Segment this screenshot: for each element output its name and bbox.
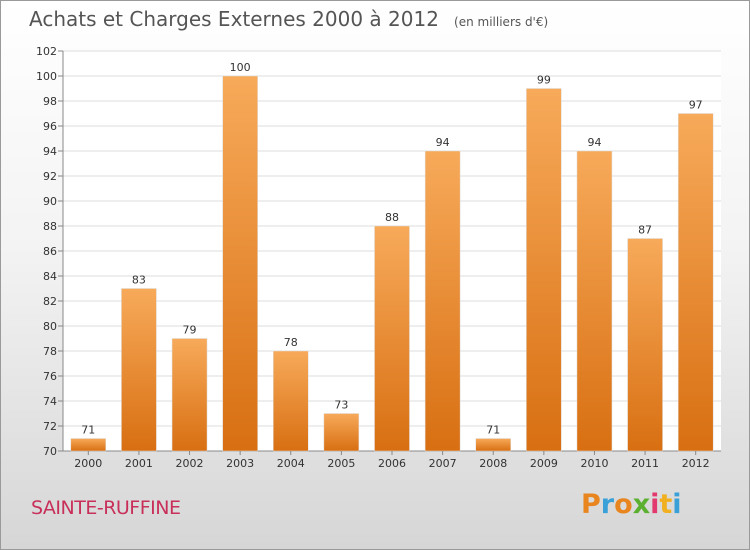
data-label-2001: 83 [132,274,146,287]
y-tick-label: 94 [43,145,57,158]
y-tick-label: 88 [43,220,57,233]
bar-2006 [374,225,410,452]
x-tick-label-2003: 2003 [226,457,254,470]
data-label-2010: 94 [587,136,601,149]
y-tick-label: 76 [43,370,57,383]
bar-2005 [323,413,360,452]
y-tick-label: 84 [43,270,57,283]
data-label-2012: 97 [689,99,703,112]
bar-2012 [677,113,714,452]
logo-letter: i [650,489,660,520]
title-block: Achats et Charges Externes 2000 à 2012 (… [29,7,548,31]
data-label-2005: 73 [334,399,348,412]
unit-note: (en milliers d'€) [454,15,549,29]
data-label-2007: 94 [436,136,450,149]
x-tick-label-2012: 2012 [682,457,710,470]
data-label-2009: 99 [537,74,551,87]
x-tick-label-2000: 2000 [74,457,102,470]
x-tick-label-2008: 2008 [479,457,507,470]
y-tick-label: 78 [43,345,57,358]
bar-2009 [526,88,562,452]
bar-2004 [273,350,309,452]
logo-letter: t [659,489,673,520]
data-label-2003: 100 [230,61,251,74]
bar-2010 [576,150,613,452]
y-tick-label: 80 [43,320,57,333]
x-tick-label-2007: 2007 [429,457,457,470]
logo-letter: r [600,489,615,520]
y-tick-label: 82 [43,295,57,308]
y-tick-label: 70 [43,445,57,458]
y-tick-label: 100 [36,70,57,83]
data-label-2008: 71 [486,424,500,437]
bar-2011 [627,238,663,452]
bar-2001 [121,288,157,452]
x-tick-label-2004: 2004 [277,457,305,470]
data-label-2000: 71 [81,424,95,437]
bar-2008 [475,438,511,452]
y-tick-label: 72 [43,420,57,433]
x-tick-label-2009: 2009 [530,457,558,470]
data-label-2002: 79 [183,324,197,337]
y-tick-label: 86 [43,245,57,258]
bar-2007 [424,150,461,452]
y-tick-label: 102 [36,45,57,58]
y-tick-label: 96 [43,120,57,133]
x-tick-label-2010: 2010 [580,457,608,470]
logo-letter: o [614,489,633,520]
logo-letter: P [581,489,601,520]
x-tick-label-2011: 2011 [631,457,659,470]
logo-letter: x [632,489,651,520]
y-tick-label: 90 [43,195,57,208]
bar-2002 [171,338,208,452]
data-label-2011: 87 [638,224,652,237]
proxiti-logo: Proxiti [581,489,682,520]
chart-title: Achats et Charges Externes 2000 à 2012 [29,7,439,31]
y-tick-label: 98 [43,95,57,108]
logo-letter: i [672,489,682,520]
data-label-2006: 88 [385,211,399,224]
x-tick-label-2001: 2001 [125,457,153,470]
y-tick-label: 92 [43,170,57,183]
bar-2000 [70,438,107,452]
city-name: SAINTE-RUFFINE [31,497,181,519]
x-tick-label-2005: 2005 [327,457,355,470]
x-tick-label-2002: 2002 [176,457,204,470]
x-tick-label-2006: 2006 [378,457,406,470]
bar-2003 [222,75,258,452]
y-tick-label: 74 [43,395,57,408]
data-label-2004: 78 [284,336,298,349]
